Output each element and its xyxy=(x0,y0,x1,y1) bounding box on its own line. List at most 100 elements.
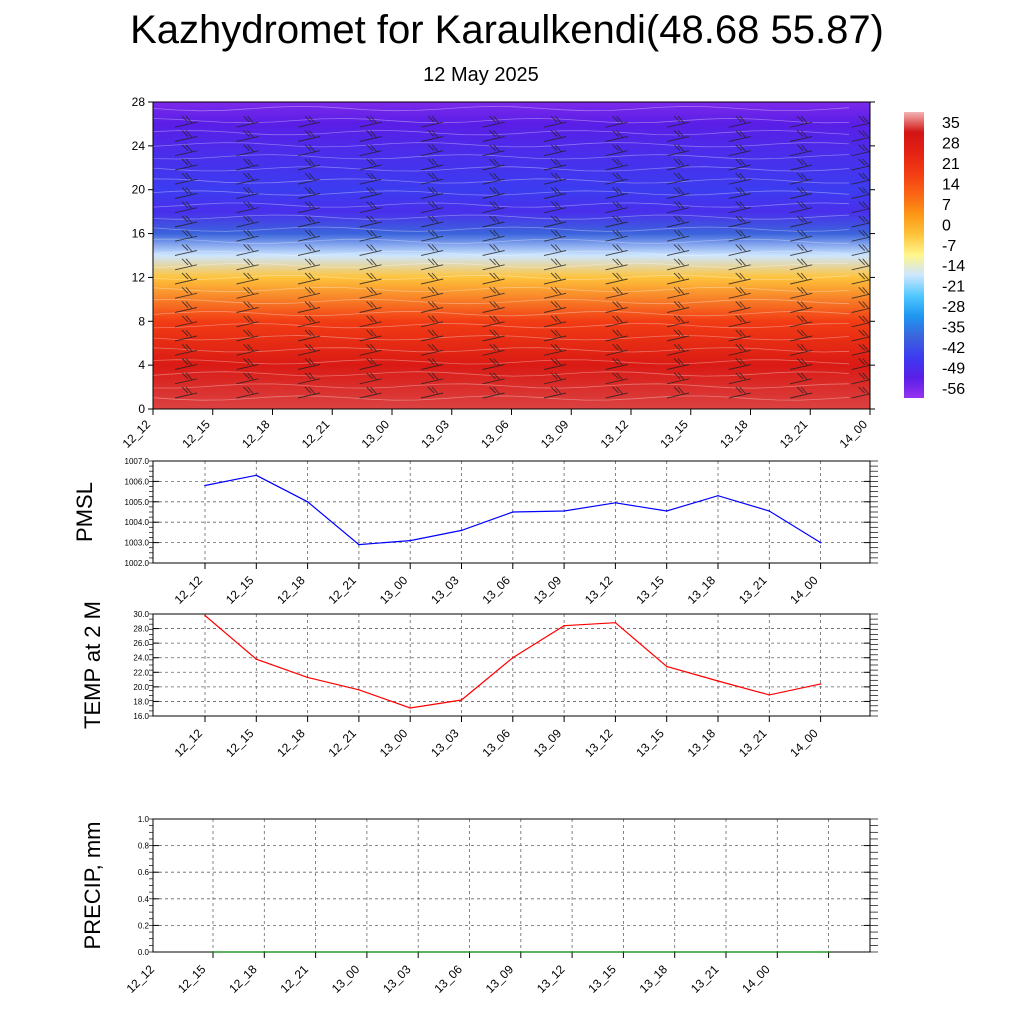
heatmap-x-tick-label: 13_15 xyxy=(657,417,691,451)
chart-subtitle: 12 May 2025 xyxy=(423,64,539,86)
heatmap-x-tick-label: 13_21 xyxy=(777,417,811,451)
wind-barb xyxy=(482,286,505,299)
temp-data-point xyxy=(358,689,360,691)
wind-barb xyxy=(544,215,567,228)
wind-barb xyxy=(482,130,505,142)
temp-x-tick-label: 14_00 xyxy=(787,726,821,760)
wind-barb xyxy=(544,158,567,171)
wind-barb xyxy=(174,172,198,185)
wind-barb xyxy=(667,315,690,328)
colorbar-label: -14 xyxy=(942,258,965,275)
precip-data-point xyxy=(212,951,214,953)
pmsl-x-tick-label: 13_09 xyxy=(531,573,565,607)
wind-barb xyxy=(544,358,567,370)
temp-data-point xyxy=(563,624,565,627)
wind-barb xyxy=(359,172,382,185)
wind-barb xyxy=(605,329,628,342)
wind-barb xyxy=(790,272,813,285)
wind-barb xyxy=(174,215,198,228)
temp-x-tick-label: 12_15 xyxy=(223,726,257,760)
wind-barb xyxy=(851,144,870,157)
wind-barb xyxy=(790,286,813,299)
pmsl-data-point xyxy=(255,474,258,477)
precip-x-tick-label: 13_12 xyxy=(534,962,568,996)
wind-barb xyxy=(544,372,567,385)
precip-data-point xyxy=(827,951,830,953)
wind-barb xyxy=(421,130,444,142)
wind-barb xyxy=(359,343,382,356)
wind-barb xyxy=(421,272,444,285)
wind-barb xyxy=(544,201,567,214)
wind-barb xyxy=(790,158,813,171)
contour-line xyxy=(153,383,850,389)
wind-barb xyxy=(851,244,870,256)
wind-barb xyxy=(728,144,751,157)
wind-barb xyxy=(359,244,382,256)
precip-x-tick-label: 13_03 xyxy=(380,962,414,996)
wind-barb xyxy=(174,358,198,370)
heatmap-x-tick-label: 12_12 xyxy=(120,417,154,451)
wind-barb xyxy=(359,386,382,399)
precip-frame xyxy=(152,818,871,953)
temp-y-tick-label: 28.0 xyxy=(133,625,149,634)
wind-barb xyxy=(236,244,259,256)
wind-barb xyxy=(728,215,751,228)
wind-barb xyxy=(297,229,321,242)
wind-barb xyxy=(421,172,444,185)
wind-barb xyxy=(544,187,567,199)
wind-barb xyxy=(667,258,690,271)
wind-barb xyxy=(728,329,751,342)
colorbar-label: 14 xyxy=(942,176,960,193)
wind-barb xyxy=(174,158,198,171)
wind-barb xyxy=(728,386,751,399)
wind-barb xyxy=(544,343,567,356)
wind-barb xyxy=(605,372,628,385)
wind-barb xyxy=(790,115,813,128)
precip-x-tick-label: 13_00 xyxy=(329,962,363,996)
temp-y-tick-label: 18.0 xyxy=(133,697,149,706)
wind-barb xyxy=(851,386,870,399)
contour-line xyxy=(153,105,850,112)
wind-barb xyxy=(790,201,813,214)
wind-barb xyxy=(482,329,505,342)
heatmap-y-tick-label: 4 xyxy=(138,358,145,372)
colorbar-label: 7 xyxy=(942,197,951,214)
wind-barb xyxy=(174,187,198,199)
precip-y-tick-label: 1.0 xyxy=(138,815,150,824)
precip-y-axis-label: PRECIP, mm xyxy=(80,822,105,950)
temp-x-tick-label: 13_15 xyxy=(633,726,667,760)
wind-barb xyxy=(851,201,870,214)
wind-barbs xyxy=(174,115,870,399)
precip-data-point xyxy=(673,951,676,953)
wind-barb xyxy=(421,343,444,356)
pmsl-data-point xyxy=(614,502,617,504)
precip-data-point xyxy=(520,951,522,953)
wind-barb xyxy=(605,144,628,157)
wind-barb xyxy=(667,358,690,370)
pmsl-data-point xyxy=(358,543,360,546)
wind-barb xyxy=(359,201,382,214)
wind-barb xyxy=(790,329,813,342)
wind-barb xyxy=(482,215,505,228)
contour-line xyxy=(153,117,850,124)
wind-barb xyxy=(790,244,813,256)
heatmap-x-tick-label: 12_15 xyxy=(179,417,213,451)
colorbar-gradient xyxy=(904,112,924,398)
wind-barb xyxy=(851,301,870,313)
wind-barb xyxy=(174,258,198,271)
wind-barb xyxy=(236,258,259,271)
precip-data-point xyxy=(417,951,420,953)
wind-barb xyxy=(667,372,690,385)
contour-line xyxy=(153,130,850,136)
wind-barb xyxy=(851,286,870,299)
wind-barb xyxy=(297,301,321,313)
contour-line xyxy=(153,395,850,401)
colorbar-label: -42 xyxy=(942,340,965,357)
wind-barb xyxy=(851,187,870,199)
wind-barb xyxy=(790,187,813,199)
contour-line xyxy=(153,238,850,244)
temp-y-tick-label: 16.0 xyxy=(133,712,149,721)
wind-barb xyxy=(667,172,690,185)
wind-barb xyxy=(605,258,628,271)
